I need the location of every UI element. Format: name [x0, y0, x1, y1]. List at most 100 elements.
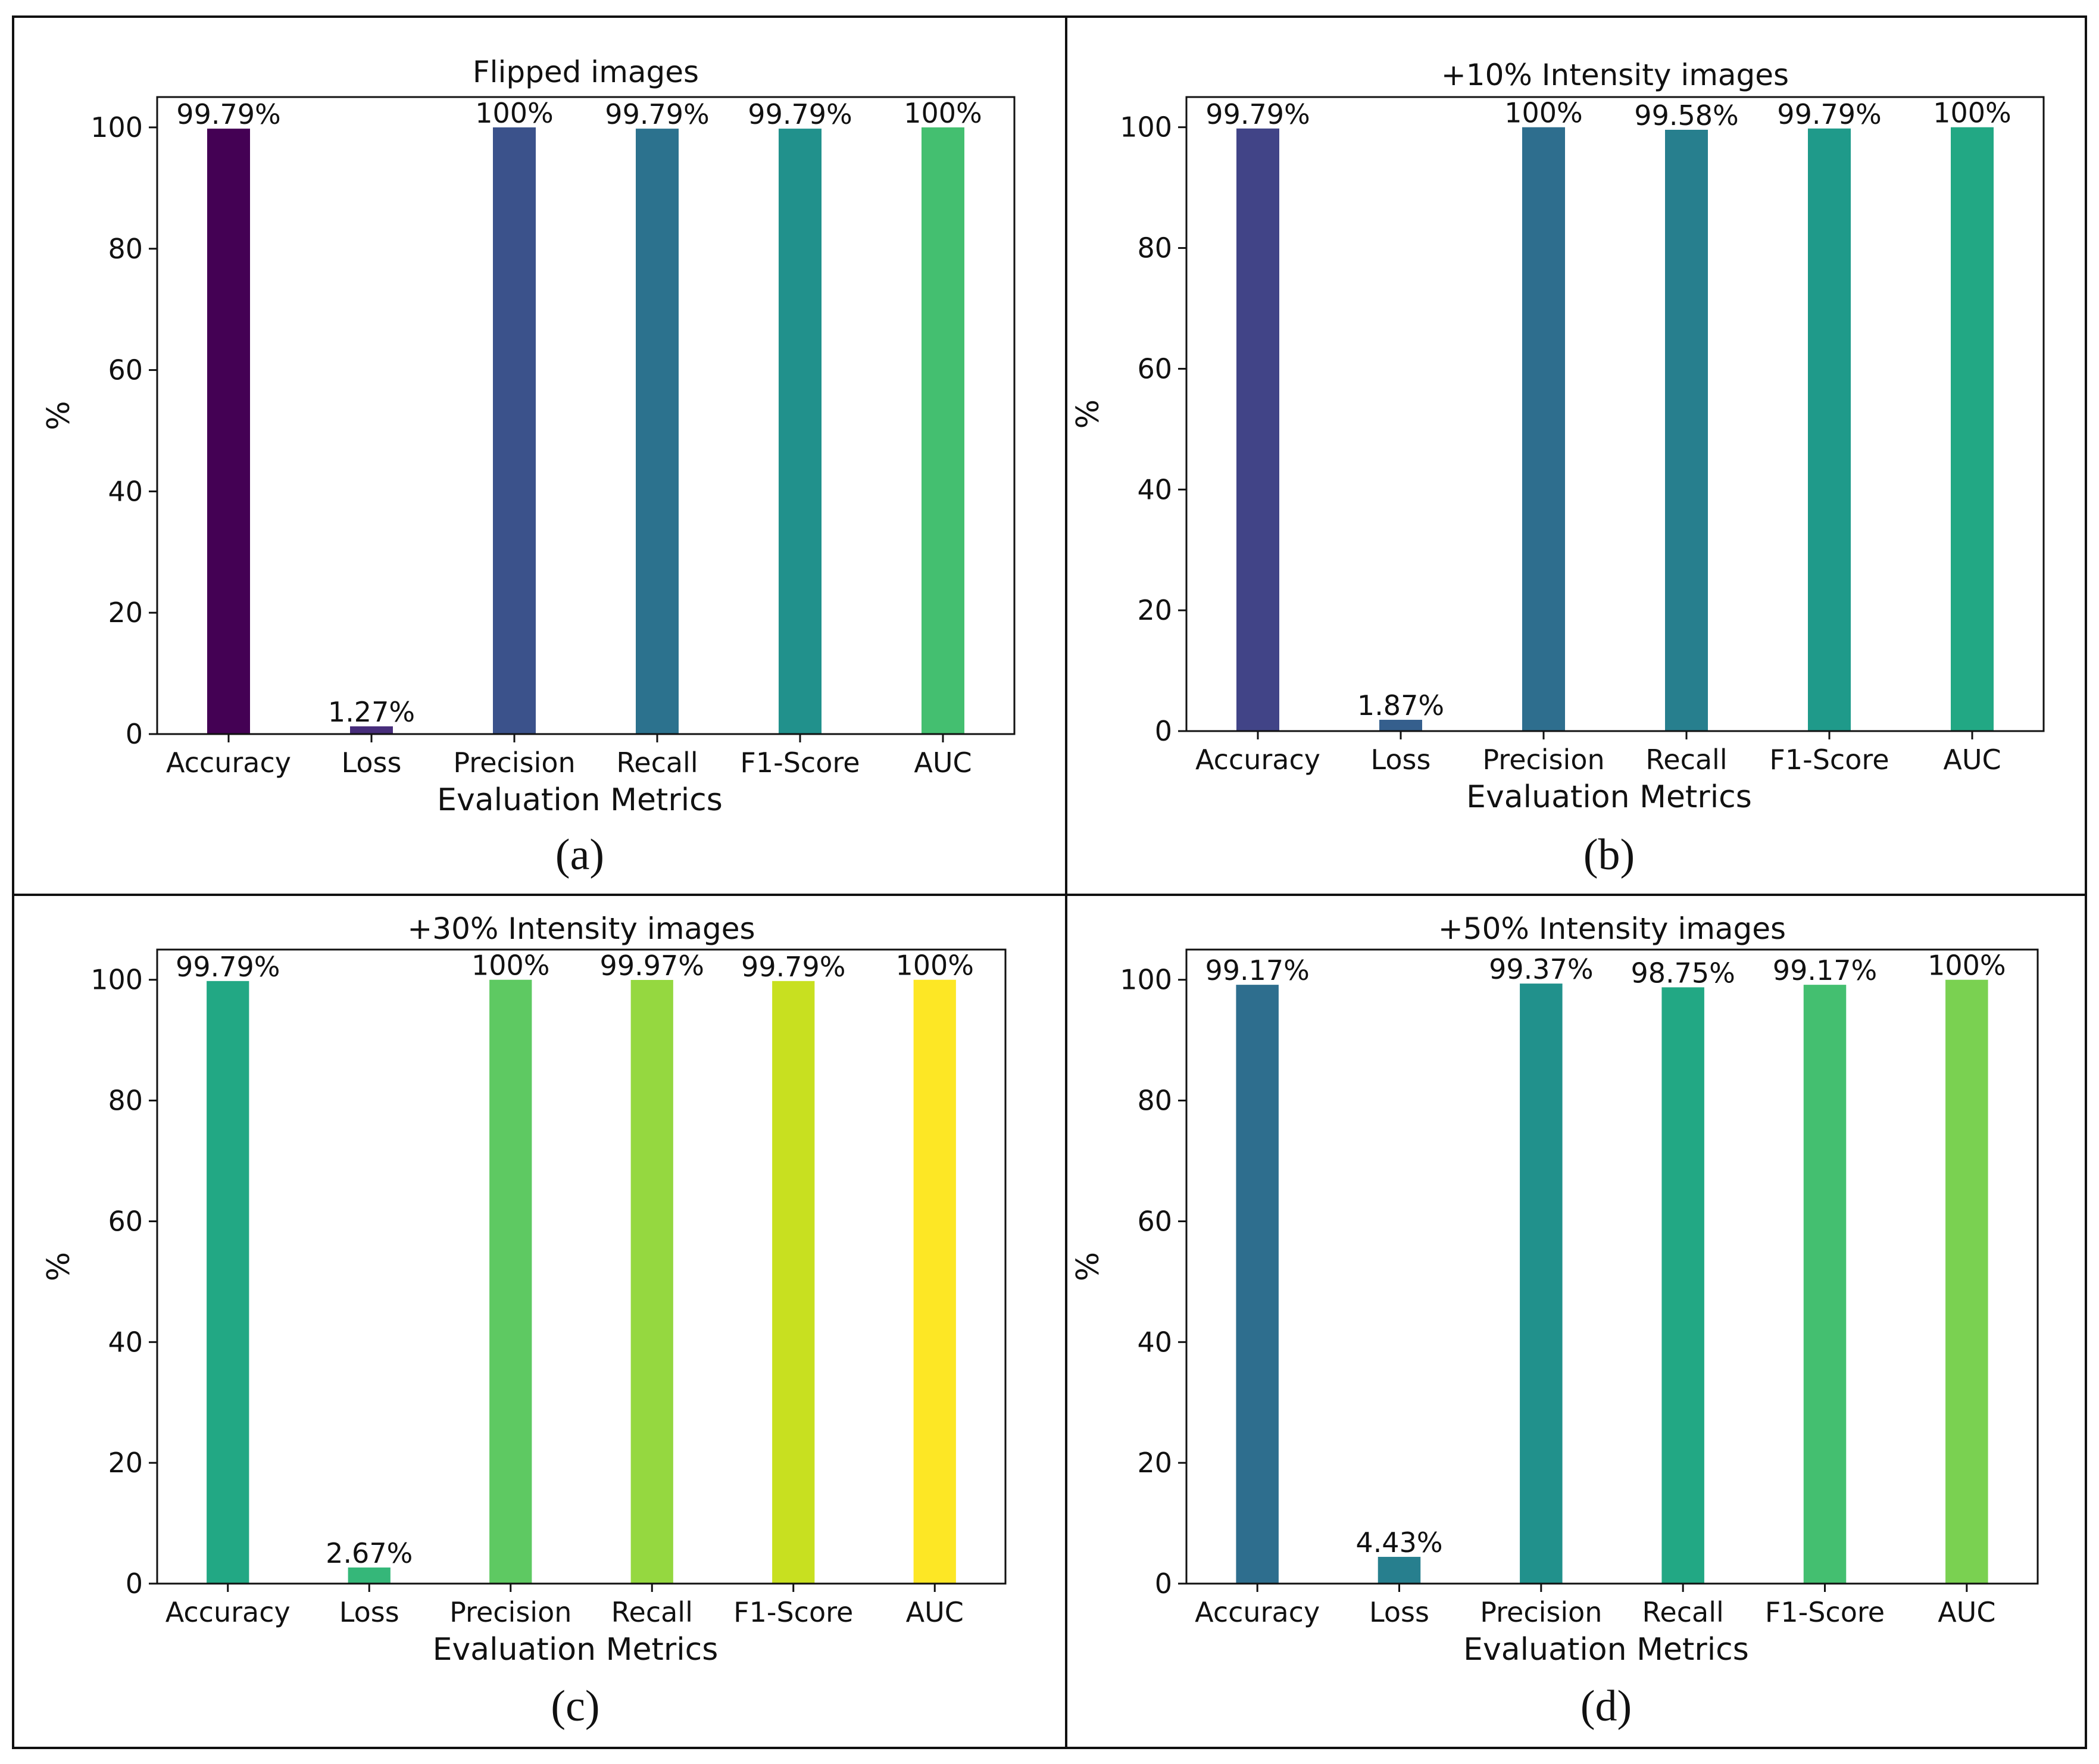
y-tick-label: 40: [1137, 473, 1172, 505]
panel-label: (c): [551, 1682, 599, 1731]
y-tick-label: 80: [108, 233, 143, 265]
x-axis-label: Evaluation Metrics: [433, 1632, 719, 1668]
chart-title: +30% Intensity images: [407, 911, 755, 946]
bar-value-label: 99.17%: [1205, 954, 1309, 986]
y-tick-label: 100: [90, 111, 143, 143]
x-tick-label: AUC: [906, 1596, 964, 1628]
plot-frame: [1185, 96, 2045, 732]
y-tick-label: 20: [1137, 1447, 1172, 1479]
x-tick-label: AUC: [1943, 744, 2001, 776]
y-tick-label: 20: [108, 597, 143, 629]
y-tick-label: 40: [108, 1326, 143, 1358]
bar: [779, 129, 822, 734]
bar-value-label: 100%: [1933, 97, 2011, 129]
x-axis-label: Evaluation Metrics: [437, 782, 723, 818]
bar: [207, 129, 250, 734]
bar-value-label: 99.17%: [1773, 954, 1877, 986]
x-tick-label: Accuracy: [1195, 1596, 1320, 1628]
bar-value-label: 99.79%: [741, 951, 845, 983]
y-tick-label: 60: [108, 354, 143, 386]
bar-value-label: 1.87%: [1357, 689, 1444, 722]
chart-panel-1: Flipped images 0 20 40 60 80 100% 99.79% Accurac…: [41, 55, 1016, 879]
bar-value-label: 99.79%: [176, 98, 280, 130]
y-tick-label: 60: [1137, 1205, 1172, 1237]
bar: [348, 1567, 391, 1584]
x-tick-label: Accuracy: [165, 1596, 291, 1628]
bar-value-label: 100%: [895, 950, 974, 982]
bar: [1379, 720, 1422, 731]
y-tick-label: 100: [1120, 964, 1172, 996]
y-tick-label: 0: [126, 1568, 143, 1600]
y-tick-label: 60: [108, 1205, 143, 1237]
x-tick-label: Precision: [1480, 1596, 1602, 1628]
bar-value-label: 98.75%: [1631, 957, 1735, 989]
bar: [630, 980, 673, 1584]
y-tick-label: 100: [90, 964, 143, 996]
y-axis-label: %: [41, 1252, 77, 1281]
bar-value-label: 100%: [1504, 97, 1583, 129]
y-tick-label: 80: [108, 1085, 143, 1117]
bar: [772, 981, 815, 1584]
x-tick-label: Recall: [1642, 1596, 1724, 1628]
x-tick-label: Loss: [1369, 1596, 1429, 1628]
y-tick-label: 100: [1120, 111, 1172, 143]
bar-value-label: 100%: [904, 97, 982, 129]
x-tick-label: Precision: [449, 1596, 571, 1628]
y-tick-label: 0: [126, 718, 143, 750]
bar-value-label: 99.79%: [1205, 98, 1310, 130]
bar-value-label: 99.79%: [176, 951, 280, 983]
panel-label: (a): [555, 831, 604, 879]
chart-panel-4: +50% Intensity images 0 20 40 60 80 100% 99.17%…: [1070, 911, 2039, 1731]
x-axis-label: Evaluation Metrics: [1466, 779, 1752, 815]
y-tick-label: 80: [1137, 1085, 1172, 1117]
bar: [913, 979, 956, 1584]
x-tick-label: Precision: [1482, 744, 1604, 776]
bar-value-label: 1.27%: [328, 696, 415, 728]
bar: [1236, 985, 1279, 1584]
y-tick-label: 40: [1137, 1326, 1172, 1358]
y-tick-label: 20: [108, 1447, 143, 1479]
bar: [1803, 985, 1847, 1584]
x-tick-label: Recall: [611, 1596, 693, 1628]
bar: [1661, 987, 1704, 1584]
bar-value-label: 100%: [475, 97, 554, 129]
bar: [1378, 1557, 1421, 1584]
bar-value-label: 100%: [471, 950, 550, 982]
bar-value-label: 99.37%: [1489, 953, 1593, 985]
bar: [1522, 127, 1565, 731]
chart-title: +10% Intensity images: [1441, 58, 1789, 92]
plot-frame: [1185, 948, 2039, 1585]
bar-value-label: 100%: [1928, 950, 2006, 982]
x-tick-label: Loss: [342, 747, 402, 779]
bar: [350, 726, 393, 734]
x-tick-label: Loss: [339, 1596, 399, 1628]
bar-value-label: 2.67%: [326, 1537, 413, 1569]
y-tick-label: 0: [1155, 715, 1172, 747]
bar: [1808, 128, 1851, 731]
x-tick-label: F1-Score: [1765, 1596, 1885, 1628]
figure-outer-border: [12, 15, 2087, 1749]
panel-label: (d): [1581, 1682, 1632, 1731]
bar: [1520, 984, 1563, 1584]
chart-panel-2: +10% Intensity images 0 20 40 60 80 100% 99.79%…: [1070, 58, 2045, 879]
bar-value-label: 99.58%: [1634, 99, 1738, 132]
x-tick-label: Accuracy: [166, 747, 291, 779]
x-tick-label: Precision: [453, 747, 575, 779]
panel-label: (b): [1583, 831, 1635, 879]
bar-value-label: 99.97%: [600, 950, 704, 982]
plot-frame: [156, 96, 1016, 735]
bar: [1665, 129, 1708, 731]
y-tick-label: 0: [1155, 1568, 1172, 1600]
y-tick-label: 40: [108, 475, 143, 507]
x-axis-label: Evaluation Metrics: [1463, 1632, 1749, 1668]
y-axis-label: %: [41, 401, 77, 430]
bar: [922, 127, 964, 734]
x-tick-label: Recall: [1645, 744, 1727, 776]
bar-value-label: 99.79%: [605, 98, 709, 130]
x-tick-label: AUC: [914, 747, 972, 779]
plot-frame: [156, 948, 1007, 1585]
bar: [489, 979, 532, 1584]
x-tick-label: AUC: [1938, 1596, 1995, 1628]
panels: Flipped images 0 20 40 60 80 100% 99.79% Accurac…: [41, 55, 2045, 1731]
x-tick-label: Accuracy: [1195, 744, 1320, 776]
